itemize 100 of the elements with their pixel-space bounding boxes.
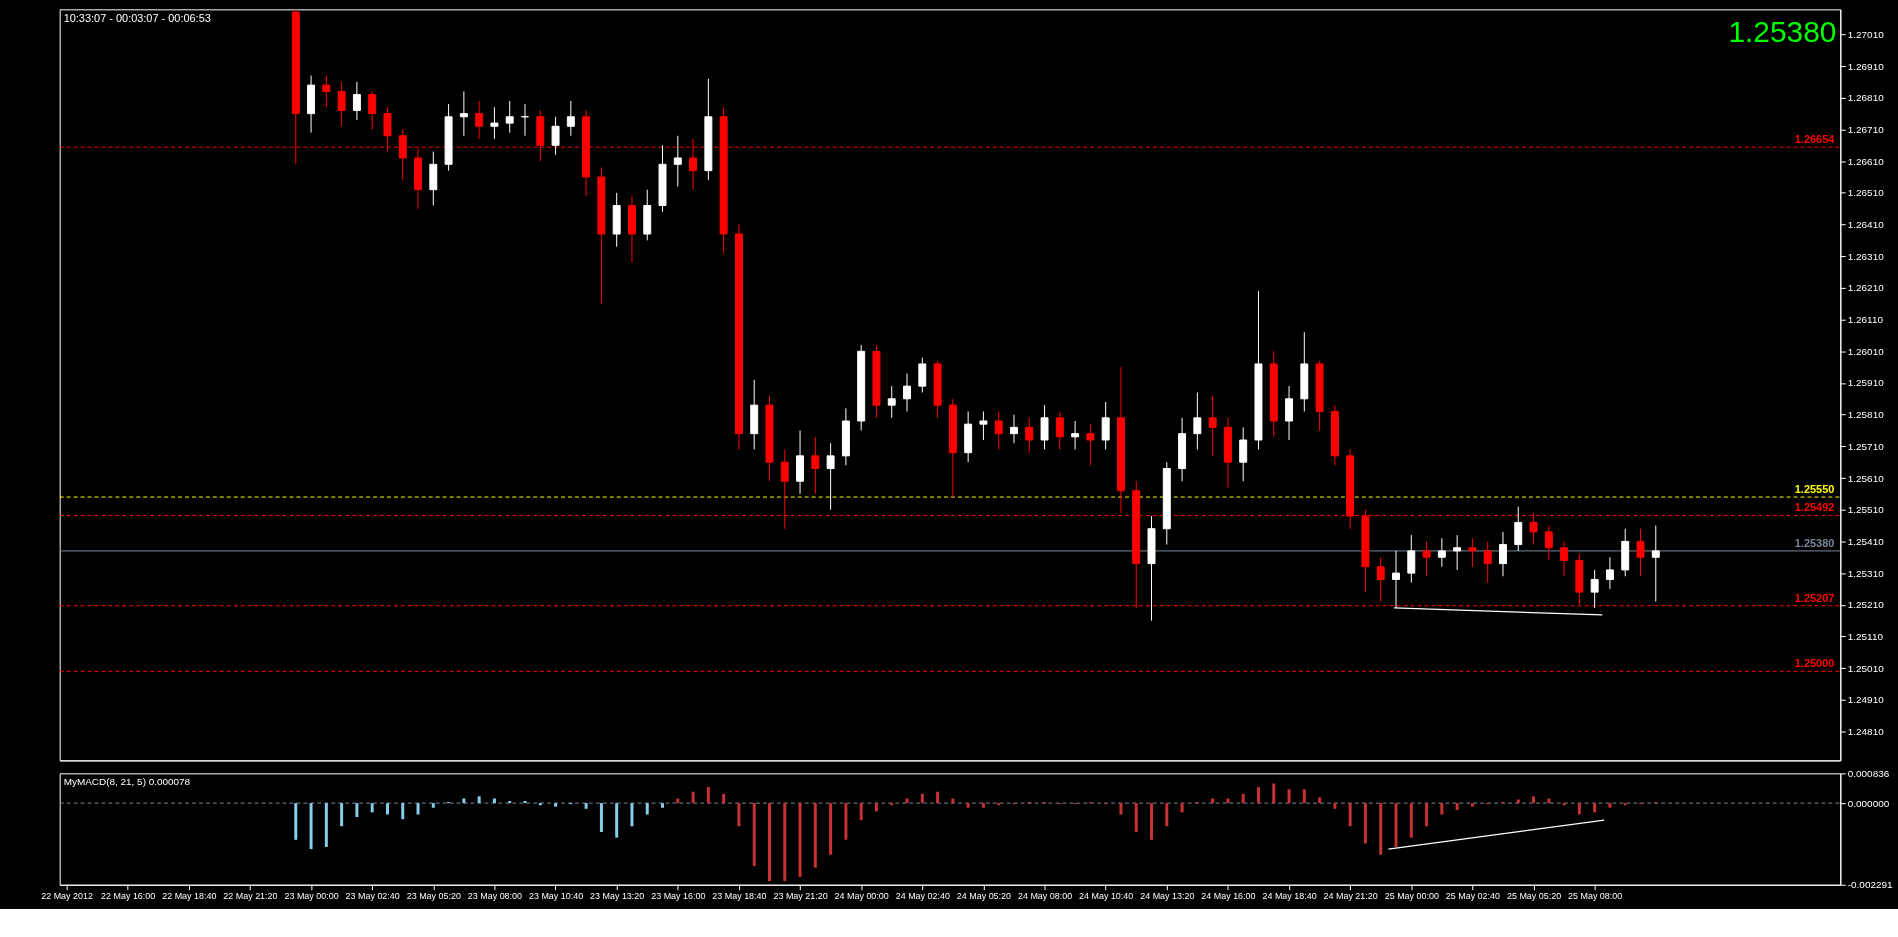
candlestick (551, 116, 560, 156)
bar (324, 803, 328, 847)
y-tick-label: 1.27010 (1847, 28, 1885, 40)
bar (1134, 803, 1138, 832)
ref-line-label: 1.26654 (1794, 133, 1836, 146)
bar (309, 803, 313, 850)
x-tick-label: 24 May 18:40 (1262, 891, 1317, 902)
candlestick (1239, 426, 1248, 482)
candlestick (1101, 401, 1110, 451)
bar (645, 803, 649, 815)
candlestick (1544, 525, 1553, 561)
bar (1287, 789, 1291, 804)
bar (1562, 803, 1566, 806)
candlestick (1071, 420, 1080, 451)
annotation: 1.25380 (1728, 15, 1837, 49)
y-tick-label: 1.26010 (1847, 345, 1885, 357)
x-tick-label: 24 May 21:20 (1323, 891, 1378, 902)
candlestick (887, 385, 896, 419)
x-tick-label: 25 May 02:40 (1445, 891, 1501, 902)
bar (752, 803, 756, 867)
y-tick-label: 1.24810 (1847, 726, 1885, 738)
y-tick-label: 0.000836 (1847, 767, 1890, 779)
bar (508, 800, 512, 804)
x-tick-label: 24 May 10:40 (1079, 891, 1134, 902)
candlestick (903, 372, 911, 412)
x-tick-label: 25 May 05:20 (1506, 891, 1562, 902)
x-tick-label: 24 May 00:00 (834, 891, 889, 902)
bar (783, 803, 787, 882)
bar (1577, 803, 1581, 815)
candlestick (566, 100, 575, 137)
candlestick (1483, 540, 1492, 584)
bar (615, 803, 619, 838)
bar (936, 791, 940, 804)
candlestick (1193, 391, 1202, 451)
bar (1623, 803, 1627, 806)
y-tick-label: 1.25210 (1847, 599, 1885, 611)
bar (584, 803, 588, 809)
candlestick (1498, 531, 1507, 577)
bar (477, 796, 481, 804)
bar (997, 803, 1001, 806)
ref-line-label: 1.25207 (1794, 591, 1835, 604)
bar (813, 803, 817, 868)
y-tick-label: 1.26710 (1847, 123, 1885, 135)
bar (1333, 803, 1337, 809)
bar (1256, 787, 1260, 804)
bar (431, 803, 435, 808)
x-tick-label: 24 May 13:20 (1140, 891, 1195, 902)
y-tick-label: 1.25410 (1847, 535, 1885, 547)
candlestick (1010, 414, 1018, 444)
ref-line-label: 1.25550 (1794, 483, 1835, 496)
candlestick (1590, 569, 1599, 609)
x-tick-label: 24 May 08:00 (1017, 891, 1073, 902)
bar (630, 803, 634, 827)
bar (874, 803, 878, 812)
y-tick-label: 1.26810 (1847, 92, 1885, 104)
bar (966, 803, 970, 808)
bar (294, 803, 298, 840)
candlestick (1407, 534, 1416, 584)
y-tick-label: -0.002291 (1847, 879, 1893, 891)
candlestick (1605, 556, 1614, 590)
bar (844, 803, 848, 840)
y-tick-label: 1.26410 (1847, 219, 1885, 230)
y-tick-label: 1.26110 (1847, 314, 1884, 326)
candlestick (1086, 423, 1095, 466)
bar (416, 803, 420, 815)
x-tick-label: 23 May 00:00 (284, 891, 339, 902)
candlestick (337, 81, 346, 127)
x-tick-label: 22 May 21:20 (223, 891, 278, 902)
y-tick-label: 1.25010 (1847, 662, 1885, 674)
candlestick (1040, 404, 1049, 451)
candlestick (1422, 540, 1431, 577)
x-tick-label: 24 May 16:00 (1201, 891, 1256, 902)
candlestick (459, 90, 468, 137)
ref-line-label: 1.25380 (1794, 536, 1835, 549)
y-tick-label: 1.26310 (1847, 250, 1885, 262)
bar (676, 798, 680, 804)
candlestick (673, 135, 682, 187)
bar (1165, 803, 1169, 827)
bar (981, 803, 985, 808)
bar (768, 803, 771, 882)
bar (1348, 803, 1352, 827)
bar (355, 803, 359, 817)
y-tick-label: 1.25610 (1847, 472, 1885, 484)
bar (401, 803, 405, 820)
x-tick-label: 22 May 18:40 (162, 891, 217, 902)
bar (1409, 803, 1413, 838)
candlestick (1285, 385, 1294, 441)
chart-title: MyMACD(8, 21, 5) 0.000078 (63, 776, 191, 788)
x-tick-label: 23 May 05:20 (406, 891, 461, 902)
candlestick (368, 90, 377, 130)
ref-line-label: 1.25000 (1794, 657, 1835, 670)
x-tick-label: 23 May 18:40 (712, 891, 767, 902)
y-tick-label: 1.25810 (1847, 409, 1885, 421)
x-tick-label: 23 May 02:40 (345, 891, 400, 902)
x-tick-label: 23 May 10:40 (528, 891, 584, 902)
bar (722, 793, 726, 804)
bar (599, 803, 603, 832)
y-tick-label: 1.24910 (1847, 694, 1885, 706)
candlestick (994, 410, 1003, 451)
bar (1150, 803, 1153, 840)
